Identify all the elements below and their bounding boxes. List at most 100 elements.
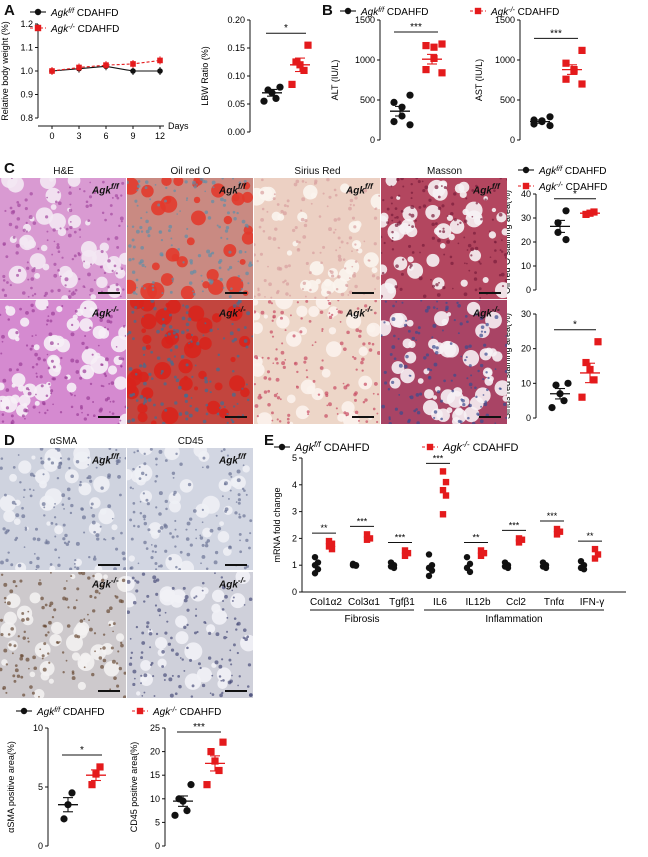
data-point xyxy=(406,121,414,129)
group-label: Fibrosis xyxy=(344,614,379,625)
y-tick-label: 1000 xyxy=(495,55,515,65)
legend-e: Agkf/f CDAHFD Agk-/- CDAHFD xyxy=(274,440,518,454)
micrograph-texture xyxy=(254,178,380,299)
data-point xyxy=(504,564,512,572)
y-tick-label: 3 xyxy=(292,507,297,517)
y-tick-label: 0.9 xyxy=(20,90,33,100)
data-point xyxy=(49,68,55,74)
y-tick-label: 25 xyxy=(150,723,160,733)
micrograph-cd45-ctrl xyxy=(127,448,253,570)
x-tick-label: 0 xyxy=(49,131,54,141)
data-point xyxy=(401,552,409,560)
data-point xyxy=(582,358,590,367)
y-tick-label: 0 xyxy=(38,841,43,851)
y-tick-label: 40 xyxy=(521,189,531,199)
y-axis-label: Oil red O staining area(%) xyxy=(502,190,512,294)
legend-marker xyxy=(522,182,530,190)
y-tick-label: 5 xyxy=(292,453,297,463)
x-tick-label: Tgfβ1 xyxy=(389,597,415,608)
group-label: Inflammation xyxy=(485,614,542,625)
scale-bar xyxy=(225,416,247,418)
data-point xyxy=(542,564,550,572)
micrograph-asma-ko xyxy=(0,572,126,698)
data-point xyxy=(288,80,296,88)
tag-masson-ko: Agk-/- xyxy=(473,304,500,320)
micrograph-cd45-ko xyxy=(127,572,253,698)
y-axis-label: mRNA fold change xyxy=(272,487,282,562)
data-point xyxy=(260,97,268,105)
y-tick-label: 1.2 xyxy=(20,19,33,29)
y-axis-label: Sirius red staining area(%) xyxy=(502,313,512,419)
micro-title-oilred: Oil red O xyxy=(170,166,211,177)
micrograph-texture xyxy=(127,448,253,570)
tag-oilred-ko: Agk-/- xyxy=(219,304,246,320)
legend-label: Agkf/f CDAHFD xyxy=(538,166,607,178)
y-tick-label: 1.1 xyxy=(20,43,33,53)
data-point xyxy=(352,562,360,569)
data-point xyxy=(428,567,436,574)
x-tick-label: Ccl2 xyxy=(506,597,526,608)
data-point xyxy=(560,397,568,405)
micro-title-cd45: CD45 xyxy=(177,436,204,447)
data-point xyxy=(328,545,336,553)
y-axis-label: Relative body weight (%) xyxy=(0,21,10,121)
y-tick-label: 1000 xyxy=(355,55,375,65)
panel-label-c: C xyxy=(4,160,15,177)
data-point xyxy=(439,511,447,518)
tag-masson-ctrl: Agkf/f xyxy=(473,181,500,197)
x-tick-label: Col1α2 xyxy=(310,597,342,608)
data-point xyxy=(425,551,433,558)
legend-marker xyxy=(34,24,42,32)
micro-title-asma: αSMA xyxy=(49,436,78,447)
scale-bar xyxy=(98,564,120,566)
series-line xyxy=(51,59,161,72)
y-tick-label: 5 xyxy=(38,782,43,792)
y-tick-label: 30 xyxy=(521,213,531,223)
data-point xyxy=(591,555,599,562)
y-tick-label: 0.05 xyxy=(227,99,245,109)
micrograph-texture xyxy=(254,300,380,424)
y-tick-label: 0 xyxy=(292,587,297,597)
micrograph-sirius-ko xyxy=(254,300,380,424)
panel-label-b: B xyxy=(322,2,333,19)
data-point xyxy=(88,781,96,789)
y-tick-label: 0 xyxy=(526,285,531,295)
data-point xyxy=(171,811,179,819)
significance-label: *** xyxy=(395,532,406,542)
legend-marker xyxy=(34,8,42,16)
y-axis-label: AST (IU/L) xyxy=(474,59,484,101)
x-tick-label: 6 xyxy=(103,131,108,141)
data-point xyxy=(477,552,485,560)
data-point xyxy=(311,570,319,577)
significance-label: *** xyxy=(410,22,422,33)
data-point xyxy=(292,58,300,66)
micrograph-he-ko xyxy=(0,300,126,424)
data-point xyxy=(570,67,578,75)
data-point xyxy=(430,54,438,62)
y-tick-label: 20 xyxy=(150,747,160,757)
micrograph-texture xyxy=(0,572,126,698)
data-point xyxy=(363,536,371,543)
micro-title-he: H&E xyxy=(53,166,74,177)
data-point xyxy=(548,404,556,412)
legend-marker xyxy=(474,7,482,15)
y-tick-label: 10 xyxy=(521,261,531,271)
y-tick-label: 10 xyxy=(33,723,43,733)
y-tick-label: 30 xyxy=(521,309,531,319)
x-tick-label: IL12b xyxy=(465,597,490,608)
y-tick-label: 5 xyxy=(155,817,160,827)
data-point xyxy=(390,98,398,106)
y-tick-label: 1 xyxy=(292,560,297,570)
significance-label: ** xyxy=(320,523,328,533)
data-point xyxy=(578,80,586,88)
y-tick-label: 4 xyxy=(292,480,297,490)
oil-red-o-chart: 0 10 20 30 40 Oil red O staining area(%) * xyxy=(502,189,600,295)
tag-he-ko: Agk-/- xyxy=(92,304,119,320)
panel-label-d: D xyxy=(4,432,15,449)
tag-cd45-ctrl: Agkf/f xyxy=(219,451,246,467)
y-tick-label: 0.20 xyxy=(227,15,245,25)
significance-label: * xyxy=(284,23,288,34)
micrograph-texture xyxy=(0,300,126,424)
data-point xyxy=(300,66,308,74)
legend-marker xyxy=(278,443,286,451)
